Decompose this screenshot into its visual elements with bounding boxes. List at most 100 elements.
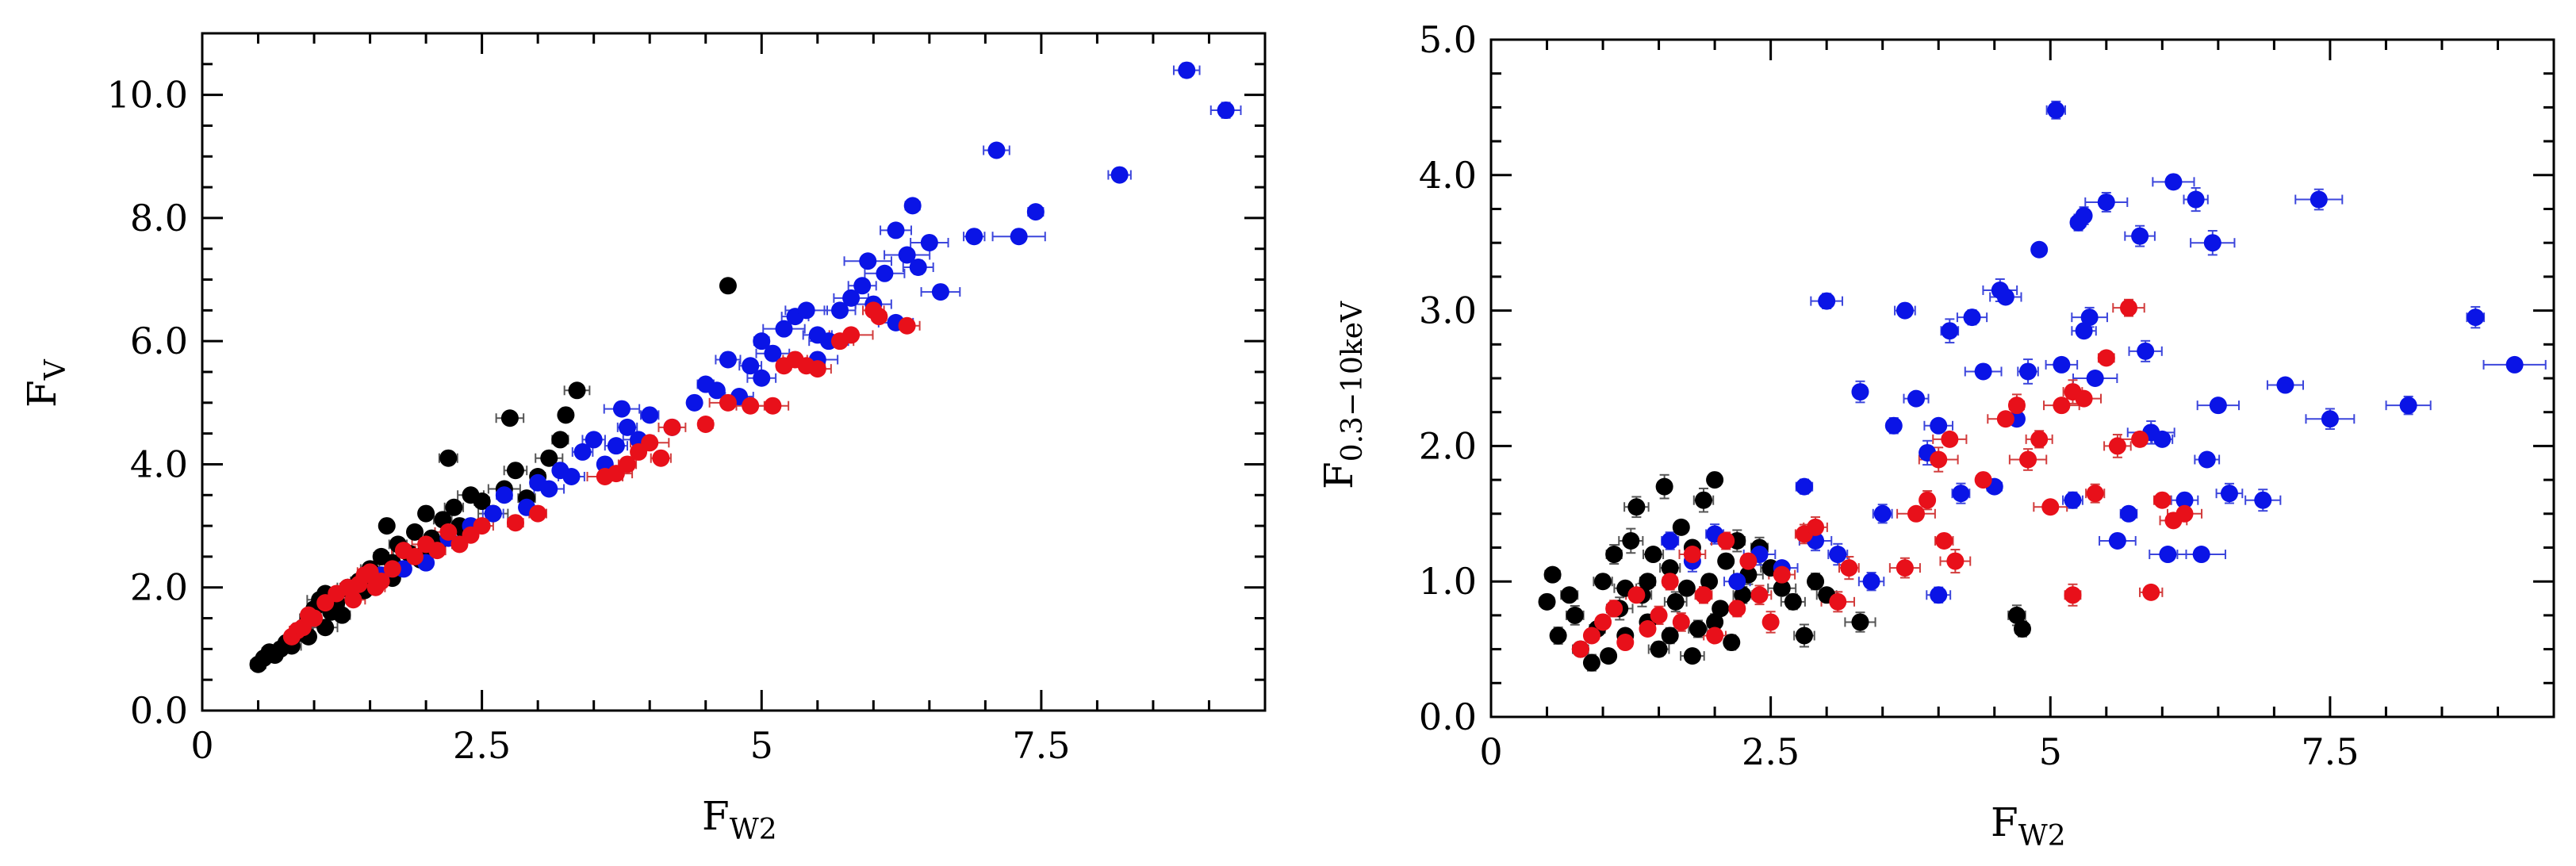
black-data-point (1706, 613, 1724, 631)
black-data-point (1695, 491, 1712, 509)
black-data-point (1661, 627, 1679, 645)
black-data-point (1795, 627, 1813, 645)
black-data-point (1627, 498, 1646, 516)
blue-data-point (1896, 301, 1914, 320)
red-data-point (1761, 613, 1780, 631)
red-data-point (663, 418, 681, 436)
black-data-point (1706, 471, 1724, 489)
blue-data-point (742, 357, 760, 375)
blue-data-point (2399, 397, 2417, 415)
red-data-point (439, 523, 458, 541)
blue-data-point (859, 252, 877, 270)
blue-data-point (2175, 491, 2194, 509)
right-y-axis-label: F0.3−10keV (1316, 301, 1369, 489)
blue-data-point (965, 228, 983, 246)
red-data-point (1672, 613, 1690, 631)
red-data-point (2007, 397, 2026, 415)
blue-data-point (2137, 342, 2155, 360)
red-data-point (2108, 437, 2126, 455)
left-plot-frame (201, 32, 1267, 712)
blue-data-point (562, 467, 581, 485)
red-data-point (2019, 450, 2037, 469)
black-data-point (1644, 546, 1662, 564)
red-data-point (619, 455, 636, 473)
blue-data-point (887, 221, 905, 239)
blue-data-point (607, 437, 625, 455)
blue-data-point (2075, 322, 2093, 340)
red-data-point (1896, 559, 1914, 577)
right-x-tick-label: 2.5 (1742, 730, 1800, 773)
black-data-point (1677, 579, 1696, 597)
black-data-point (378, 517, 396, 535)
black-data-point (568, 381, 586, 400)
blue-data-point (707, 381, 726, 400)
red-data-point (473, 517, 491, 535)
red-data-point (305, 609, 324, 627)
blue-data-point (2053, 355, 2071, 374)
black-data-point (1700, 573, 1719, 591)
black-data-point (406, 523, 424, 541)
blue-data-point (931, 283, 949, 301)
red-data-point (1616, 634, 1635, 652)
blue-data-point (753, 332, 771, 351)
blue-data-point (920, 233, 938, 251)
red-data-point (1582, 627, 1600, 645)
red-data-point (742, 397, 760, 415)
right-data-points (1538, 101, 2524, 672)
red-data-point (808, 360, 826, 378)
black-data-point (551, 431, 569, 449)
blue-data-point (540, 480, 558, 498)
red-data-point (1695, 586, 1712, 604)
left-x-axis-label: FW2 (702, 793, 777, 846)
black-data-point (1683, 647, 1701, 665)
red-data-point (383, 560, 401, 578)
red-data-point (2120, 299, 2137, 317)
red-data-point (2175, 504, 2194, 523)
blue-data-point (2187, 190, 2205, 209)
blue-data-point (719, 351, 737, 369)
red-data-point (870, 308, 888, 326)
red-data-point (2097, 349, 2115, 367)
red-data-point (1996, 410, 2014, 428)
red-data-point (1907, 504, 1925, 523)
black-data-point (2014, 619, 2031, 638)
black-data-point (1689, 619, 1707, 638)
blue-data-point (2131, 227, 2149, 245)
blue-data-point (2019, 362, 2037, 381)
blue-data-point (641, 406, 659, 424)
red-data-point (1935, 531, 1953, 550)
red-data-point (1974, 471, 1992, 489)
blue-data-point (1217, 102, 1235, 120)
blue-data-point (2220, 485, 2238, 503)
red-data-point (764, 397, 782, 415)
left-y-tick-label: 10.0 (107, 74, 188, 117)
blue-data-point (909, 259, 927, 277)
red-data-point (428, 542, 447, 560)
blue-data-point (2159, 546, 2177, 564)
black-data-point (1717, 552, 1735, 570)
black-data-point (333, 606, 351, 624)
blue-data-point (1930, 416, 1948, 435)
left-y-tick-label: 2.0 (130, 566, 188, 609)
blue-data-point (1795, 477, 1813, 496)
red-data-point (1639, 619, 1657, 638)
black-data-point (1622, 531, 1640, 550)
blue-data-point (2120, 504, 2137, 523)
black-data-point (1784, 592, 1802, 611)
blue-data-point (1930, 586, 1948, 604)
red-data-point (842, 326, 861, 344)
right-x-axis-label: FW2 (1991, 799, 2066, 853)
red-data-point (344, 591, 362, 609)
blue-data-point (842, 289, 861, 307)
red-data-point (1750, 586, 1769, 604)
red-data-point (1919, 491, 1937, 509)
blue-data-point (2321, 410, 2339, 428)
black-data-point (2007, 606, 2026, 624)
red-data-point (1739, 552, 1758, 570)
blue-data-point (1110, 166, 1129, 184)
blue-data-point (1178, 61, 1196, 79)
red-data-point (1728, 600, 1746, 618)
red-data-point (898, 316, 916, 335)
right-x-tick-label: 5 (2039, 730, 2062, 773)
